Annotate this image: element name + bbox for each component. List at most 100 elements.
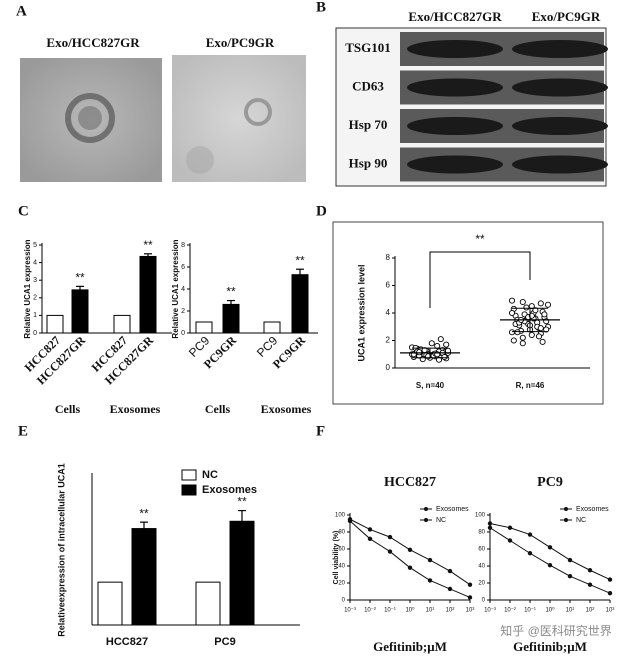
x-tick-label: 10¹ [426,608,435,614]
y-tick-label: 6 [181,264,185,271]
series-line [489,527,611,594]
y-axis-label: Cell viability (%) [333,531,340,585]
data-point [535,333,543,340]
legend-marker [564,507,568,511]
x-tick-label: R, n=46 [516,381,545,390]
y-tick-label: 8 [386,253,391,262]
data-point [428,340,435,347]
x-tick-label: 10³ [466,608,475,614]
y-tick-label: 20 [478,581,485,587]
bar [113,314,131,334]
data-point [487,525,493,530]
data-point [508,297,516,304]
data-point [387,549,393,554]
data-point [527,532,533,537]
y-tick-label: 6 [386,281,391,290]
data-point [537,325,544,332]
panel-frame [332,221,604,405]
data-point [467,582,473,587]
row-label: Hsp 70 [349,117,388,132]
data-point [427,557,433,563]
data-point [587,568,593,573]
legend-swatch [181,469,197,481]
legend-label: NC [436,517,446,524]
data-point [507,538,513,543]
data-point [387,534,393,540]
x-tick-label: 10⁻³ [344,608,356,614]
data-point [607,577,613,582]
panel-label: E [18,423,28,439]
legend-label: Exosomes [576,506,609,513]
group-label: Cells [205,402,231,416]
band [512,40,608,58]
data-point [528,331,535,339]
band [407,155,503,174]
data-point [427,578,433,583]
panel-label: C [18,203,29,219]
y-tick-label: 1 [33,312,37,319]
image-title: Exo/HCC827GR [46,35,140,50]
data-point [527,551,533,556]
legend-label: Exosomes [436,506,469,513]
bar [263,321,281,334]
y-tick-label: 5 [33,242,37,249]
x-axis-label: Gefitinib;μM [513,639,587,654]
significance: ** [475,232,485,246]
x-tick-label: 10³ [606,608,615,614]
y-tick-label: 0 [342,598,346,604]
y-tick-label: 40 [478,564,485,570]
x-tick-label: PC9 [214,636,235,648]
data-point [519,298,526,306]
data-point [539,338,546,345]
band [407,78,503,97]
data-point [528,303,535,310]
western-blot: Exo/HCC827GR Exo/PC9GR TSG101 CD63 Hsp 70 Hsp… [335,9,608,187]
data-point [367,536,373,541]
data-point [434,342,441,350]
data-point [447,568,453,574]
y-tick-label: 4 [386,308,391,317]
data-point [447,586,453,592]
x-tick-label: 10⁻² [364,608,376,614]
legend-label: NC [202,469,218,481]
panel-label: F [316,423,325,439]
data-point [541,311,548,318]
data-point [416,349,423,356]
x-tick-label: 10¹ [566,608,575,614]
band [407,117,503,135]
y-axis-label: Relative UCA1 expression [23,239,32,338]
panel-label: B [316,0,326,15]
x-axis-label: Gefitinib;μM [373,639,447,654]
y-tick-label: 2 [181,308,185,315]
x-tick-label: 10⁰ [545,607,555,614]
band [512,117,608,135]
legend-marker [424,518,428,522]
x-tick-label: S, n=40 [416,381,445,390]
data-point [537,300,544,307]
legend-marker [564,518,568,522]
image-title: Exo/PC9GR [206,35,275,50]
vesicle [65,93,115,143]
panel-label: D [316,203,327,219]
data-point [407,547,413,553]
x-tick-label: HCC827 [106,636,148,648]
vesicle [186,146,214,174]
y-axis-label: Relativeexpression of intracellular UCA1 [56,463,66,637]
data-point [435,356,443,363]
x-tick-label: 10⁻¹ [524,608,536,614]
data-point [547,562,553,568]
data-point [347,518,353,524]
band [512,78,608,97]
bar [222,303,240,334]
significance: ** [226,285,236,299]
x-tick-label: 10⁻¹ [384,608,396,614]
bar [291,274,309,334]
band [407,40,503,58]
x-tick-label: 10⁰ [405,607,415,614]
data-point [567,574,573,579]
data-point [441,353,448,361]
significance-bracket [429,251,531,308]
